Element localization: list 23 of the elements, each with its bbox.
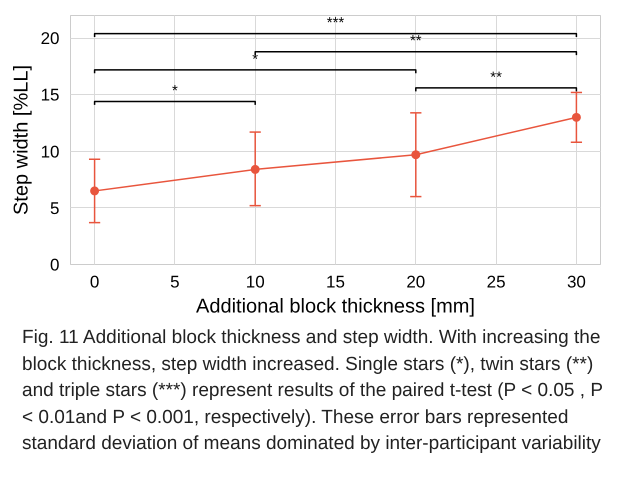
annotation: ***: [326, 14, 344, 32]
point: [411, 150, 420, 160]
y-axis-title: Step width [%LL]: [10, 64, 33, 216]
point: [90, 186, 100, 196]
y-tick-label: 15: [40, 86, 60, 105]
x-tick-label: 25: [486, 272, 506, 292]
x-tick-label: 30: [566, 272, 586, 292]
point: [250, 164, 260, 174]
x-tick-label: 10: [246, 272, 265, 292]
point: [572, 112, 581, 122]
x-tick-label: 15: [326, 272, 345, 292]
x-tick-label: 5: [170, 272, 180, 292]
annotation: **: [410, 32, 422, 50]
x-tick-label: 0: [90, 272, 100, 292]
y-tick-label: 10: [40, 142, 60, 162]
x-tick-label: 20: [406, 272, 426, 292]
text: Fig. 11 Additional block thickness and step width. With increasing the block thickness, step width increased. Single stars (*), twin stars (**) and triple stars (***) represent results of the paired t-test (P < 0.05 , P < 0.01and P < 0.001, respectively). These error bars represented standard deviation of means dominated by inter-participant variability: [22, 327, 603, 454]
annotation: **: [490, 68, 502, 86]
y-tick-label: 20: [40, 29, 60, 48]
y-tick-label: 5: [50, 198, 60, 218]
y-tick-label: 0: [50, 256, 60, 274]
x-axis-title: Additional block thickness [mm]: [196, 296, 476, 318]
annotation: *: [172, 82, 178, 100]
